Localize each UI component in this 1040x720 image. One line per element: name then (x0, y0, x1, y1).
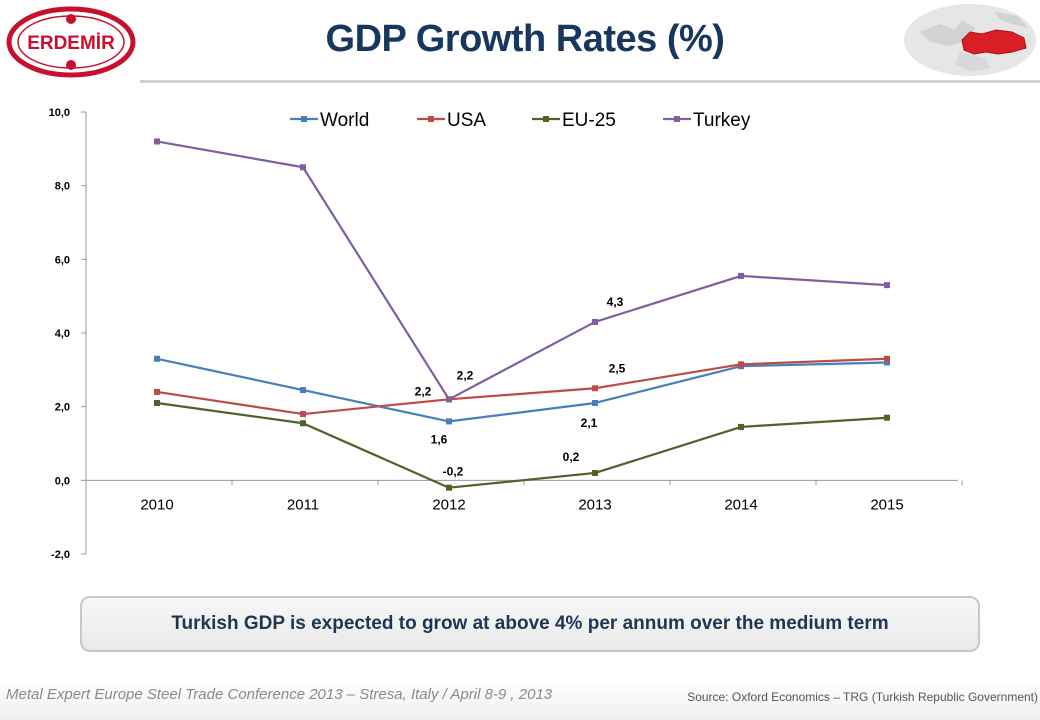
x-tick-label: 2012 (432, 496, 465, 513)
data-point-turkey (446, 396, 452, 403)
legend-swatch-marker (301, 116, 307, 122)
footer-band (0, 680, 1040, 720)
data-label: 0,2 (563, 450, 580, 464)
chart-axes: 10,0 8,0 6,0 4,0 2,0 0,0 -2,0 2010 2011 2012 2013 2… (49, 107, 963, 561)
x-tick-label: 2013 (578, 496, 611, 513)
x-tick-label: 2011 (287, 496, 319, 513)
data-point-usa (300, 411, 306, 418)
y-tick-label: -2,0 (51, 549, 70, 561)
legend-label: EU-25 (562, 110, 616, 131)
erdemir-logo: ERDEMİR (6, 6, 136, 78)
logo-text: ERDEMİR (27, 33, 115, 54)
data-label: 2,2 (415, 384, 432, 398)
turkey-map-icon (904, 4, 1036, 76)
data-label: -0,2 (443, 465, 464, 479)
chart-plot-area (154, 138, 890, 491)
data-label: 4,3 (607, 295, 624, 309)
y-tick-label: 0,0 (55, 475, 70, 487)
header-divider (140, 80, 1040, 83)
x-tick-label: 2010 (140, 496, 173, 513)
page-title: GDP Growth Rates (%) (325, 18, 725, 60)
data-point-eu-25 (154, 399, 160, 406)
data-point-world (592, 399, 598, 406)
y-tick-label: 10,0 (49, 107, 70, 119)
key-takeaway-text: Turkish GDP is expected to grow at above… (171, 613, 889, 634)
chart-data-labels: 1,6 2,1 2,2 2,5 -0,2 0,2 2,2 4,3 (415, 295, 626, 479)
series-line-eu-25 (156, 401, 888, 489)
data-point-eu-25 (300, 420, 306, 427)
series-line-turkey (156, 140, 888, 401)
data-point-world (446, 418, 452, 425)
x-tick-label: 2015 (870, 496, 903, 513)
data-label: 2,5 (609, 361, 626, 375)
legend-swatch-marker (428, 116, 434, 122)
legend-swatch-marker (543, 116, 549, 122)
slide-header: ERDEMİR GDP Growth Rates (%) (0, 0, 1040, 90)
y-tick-label: 6,0 (55, 254, 70, 266)
data-point-turkey (738, 272, 744, 279)
legend-swatch-marker (674, 116, 680, 122)
legend-label: World (320, 110, 369, 131)
y-tick-label: 4,0 (55, 328, 70, 340)
data-point-eu-25 (592, 469, 598, 476)
data-label: 2,2 (457, 368, 474, 382)
data-point-world (884, 359, 890, 366)
key-takeaway-box: Turkish GDP is expected to grow at above… (80, 596, 980, 652)
data-label: 1,6 (431, 432, 448, 446)
data-point-usa (738, 361, 744, 368)
data-point-world (154, 355, 160, 362)
footer-source: Source: Oxford Economics – TRG (Turkish … (687, 690, 1038, 704)
x-tick-label: 2014 (724, 496, 757, 513)
legend-label: Turkey (693, 110, 751, 131)
series-line-world (156, 357, 888, 423)
data-point-turkey (884, 282, 890, 289)
footer-conference: Metal Expert Europe Steel Trade Conferen… (6, 686, 553, 703)
data-point-eu-25 (446, 484, 452, 491)
y-tick-label: 2,0 (55, 402, 70, 414)
data-point-turkey (154, 138, 160, 145)
data-point-eu-25 (884, 414, 890, 421)
data-point-world (300, 387, 306, 394)
data-point-usa (154, 388, 160, 395)
chart-legend: World USA EU-25 Turkey (290, 110, 751, 131)
legend-label: USA (447, 110, 486, 131)
data-point-eu-25 (738, 423, 744, 430)
data-point-usa (884, 355, 890, 362)
gdp-growth-chart: World USA EU-25 Turkey 10,0 8,0 6,0 4,0 2,0 0,0 -… (49, 107, 963, 561)
series-line-usa (156, 357, 888, 416)
data-label: 2,1 (581, 416, 598, 430)
data-point-turkey (300, 164, 306, 171)
data-point-turkey (592, 318, 598, 325)
y-tick-label: 8,0 (55, 181, 70, 193)
data-point-usa (592, 385, 598, 392)
